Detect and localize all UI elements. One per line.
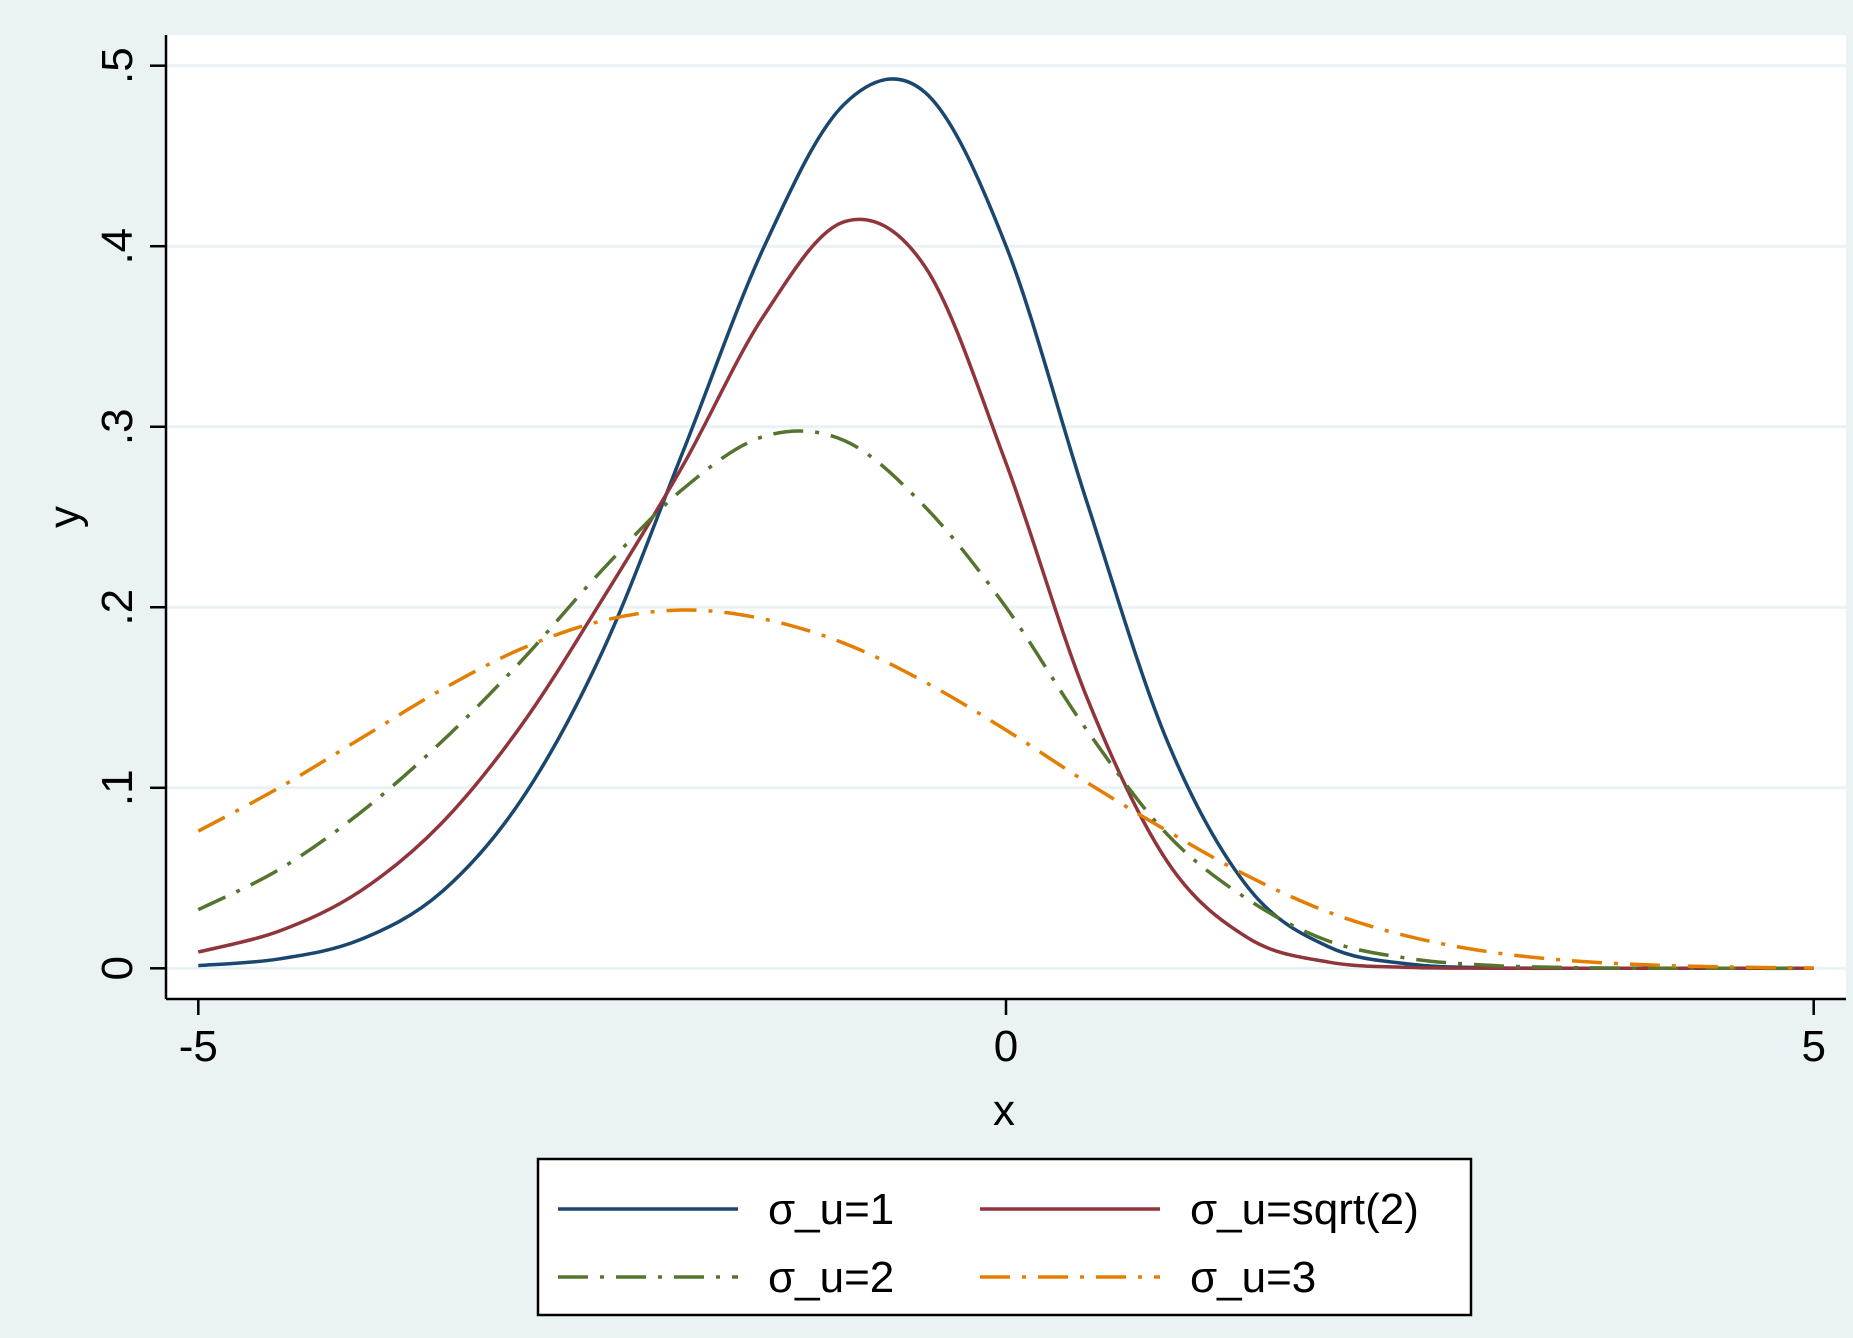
ticks: 0 .1 .2 .3 .4 .5 -5 0 5: [93, 47, 1826, 1071]
legend: σ_u=1 σ_u=sqrt(2) σ_u=2 σ_u=3: [536, 1157, 1473, 1317]
series-line-3: [197, 608, 1814, 970]
y-tick-label: .5: [93, 47, 142, 84]
legend-label-3: σ_u=3: [1190, 1253, 1316, 1302]
x-tick-label: 5: [1801, 1022, 1825, 1071]
x-tick-label: 0: [994, 1022, 1018, 1071]
plot-area: [166, 35, 1846, 999]
y-tick-label: .3: [93, 408, 142, 445]
x-axis-title: x: [993, 1086, 1015, 1135]
legend-label-0: σ_u=1: [768, 1185, 894, 1234]
series-lines: [197, 77, 1814, 971]
series-line-2: [197, 429, 1814, 971]
y-tick-label: .4: [93, 228, 142, 265]
series-line-1: [197, 217, 1814, 971]
x-tick-label: -5: [179, 1022, 218, 1071]
legend-label-2: σ_u=2: [768, 1253, 894, 1302]
legend-box: [536, 1157, 1473, 1317]
y-axis-title: y: [40, 506, 89, 528]
y-tick-label: 0: [93, 956, 142, 980]
legend-label-1: σ_u=sqrt(2): [1190, 1185, 1419, 1234]
y-tick-label: .2: [93, 589, 142, 626]
y-tick-label: .1: [93, 769, 142, 806]
